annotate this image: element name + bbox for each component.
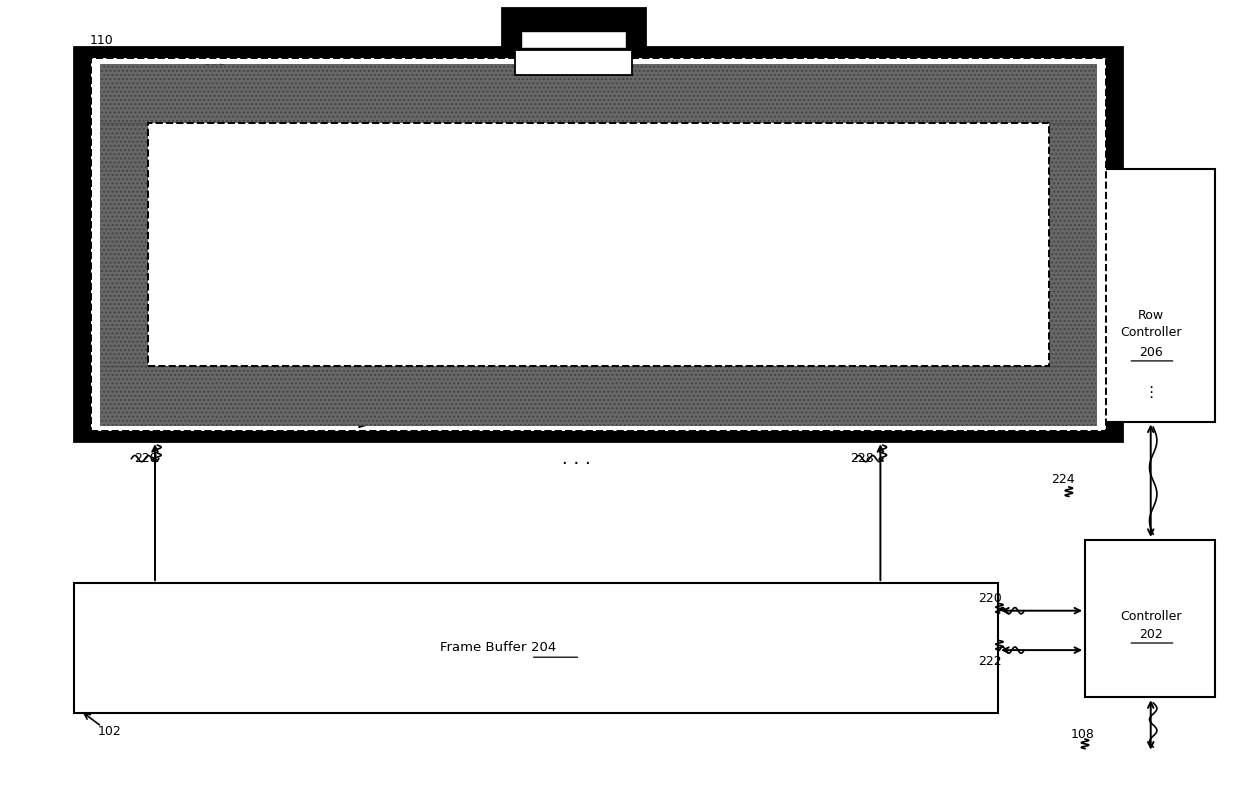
Text: 248: 248 — [463, 79, 487, 91]
Bar — [502, 8, 645, 51]
Bar — [515, 50, 632, 75]
Text: 222: 222 — [977, 656, 1002, 668]
Bar — [148, 123, 1049, 366]
Text: 246: 246 — [165, 352, 190, 365]
Text: Frame Buffer: Frame Buffer — [440, 641, 531, 654]
Text: ⋮: ⋮ — [1143, 385, 1158, 400]
Text: 218: 218 — [475, 185, 498, 198]
Text: 204: 204 — [531, 641, 556, 654]
Bar — [74, 47, 1122, 441]
Text: 220: 220 — [977, 593, 1002, 605]
Text: 228: 228 — [134, 452, 157, 465]
Bar — [1085, 540, 1215, 697]
Text: 242: 242 — [384, 410, 409, 422]
Text: 216: 216 — [543, 319, 568, 332]
Text: Row: Row — [1137, 309, 1164, 322]
Text: 202: 202 — [1138, 628, 1163, 641]
Text: Border Area: Border Area — [396, 185, 475, 198]
Bar — [100, 64, 1096, 123]
Text: Controller: Controller — [1120, 326, 1182, 339]
Text: 210(1): 210(1) — [155, 257, 197, 269]
Bar — [148, 123, 1049, 366]
Bar — [100, 123, 148, 366]
Text: 206: 206 — [1138, 346, 1163, 359]
Text: Controller: Controller — [1120, 610, 1182, 623]
Text: 110: 110 — [89, 35, 114, 47]
Text: 226: 226 — [973, 266, 998, 279]
Text: Display Area: Display Area — [455, 319, 543, 332]
Bar — [91, 58, 1106, 431]
Text: 228: 228 — [851, 452, 874, 465]
Text: 240: 240 — [692, 243, 717, 256]
Text: . . .: . . . — [562, 450, 591, 467]
Text: 244: 244 — [915, 331, 940, 344]
Text: 210(2): 210(2) — [146, 185, 188, 198]
Bar — [1085, 169, 1215, 422]
Text: 214: 214 — [531, 27, 556, 39]
Bar — [100, 366, 1096, 425]
Bar — [1049, 123, 1096, 366]
Text: 212: 212 — [202, 63, 227, 76]
Text: 226: 226 — [973, 374, 998, 386]
Bar — [74, 583, 998, 713]
Text: 108: 108 — [1070, 728, 1095, 741]
Text: 224: 224 — [1050, 473, 1075, 485]
Bar — [521, 31, 626, 48]
Bar — [91, 58, 1106, 431]
Text: 102: 102 — [97, 725, 122, 738]
